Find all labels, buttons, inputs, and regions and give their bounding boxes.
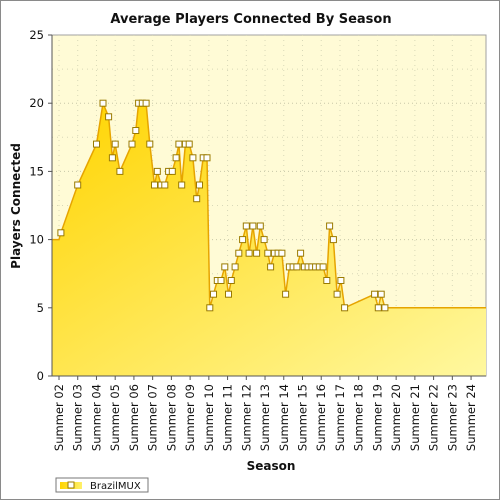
y-tick-label: 20 bbox=[29, 96, 44, 110]
data-point bbox=[374, 304, 382, 312]
y-tick-label: 25 bbox=[29, 28, 44, 42]
data-point bbox=[175, 140, 183, 148]
data-point bbox=[282, 290, 290, 298]
x-tick-label: Summer 12 bbox=[239, 384, 253, 451]
legend: BrazilMUX bbox=[55, 477, 149, 493]
data-point bbox=[93, 140, 100, 148]
data-point bbox=[116, 167, 124, 175]
y-axis-title: Players Connected bbox=[9, 143, 23, 269]
data-point bbox=[278, 249, 286, 257]
data-point bbox=[185, 140, 193, 148]
x-tick-label: Summer 22 bbox=[427, 384, 441, 451]
data-point bbox=[210, 290, 217, 298]
data-point bbox=[108, 154, 116, 162]
y-tick-label: 0 bbox=[37, 369, 44, 383]
data-point bbox=[239, 236, 247, 244]
data-point bbox=[221, 263, 229, 271]
data-point bbox=[319, 263, 327, 271]
data-point bbox=[74, 181, 82, 189]
data-point bbox=[203, 154, 211, 162]
x-tick-label: Summer 20 bbox=[389, 384, 403, 451]
x-tick-label: Summer 04 bbox=[89, 384, 103, 451]
data-point bbox=[297, 249, 305, 257]
data-point bbox=[168, 167, 176, 175]
data-point bbox=[178, 181, 186, 189]
data-point bbox=[341, 304, 349, 312]
data-point bbox=[189, 154, 197, 162]
x-tick-label: Summer 05 bbox=[108, 384, 122, 451]
data-point bbox=[260, 236, 268, 244]
y-tick-label: 5 bbox=[37, 301, 44, 315]
x-tick-label: Summer 14 bbox=[277, 384, 291, 451]
x-tick-label: Summer 21 bbox=[408, 384, 422, 451]
data-point bbox=[253, 249, 261, 257]
y-tick-label: 10 bbox=[29, 233, 44, 247]
legend-label: BrazilMUX bbox=[90, 481, 141, 492]
data-point bbox=[377, 290, 385, 298]
data-point bbox=[146, 140, 154, 148]
x-tick-label: Summer 17 bbox=[333, 384, 347, 451]
data-point bbox=[105, 113, 113, 121]
x-tick-label: Summer 11 bbox=[221, 384, 235, 451]
data-point bbox=[217, 277, 225, 284]
x-tick-label: Summer 08 bbox=[164, 384, 178, 451]
x-axis-title: Season bbox=[247, 459, 296, 473]
data-point bbox=[128, 140, 136, 148]
data-point bbox=[99, 99, 107, 107]
x-tick-label: Summer 23 bbox=[445, 384, 459, 451]
legend-marker bbox=[67, 481, 75, 489]
data-point bbox=[225, 290, 232, 298]
data-point bbox=[329, 236, 337, 244]
data-point bbox=[293, 263, 301, 271]
data-point bbox=[371, 290, 379, 298]
data-point bbox=[153, 167, 161, 175]
data-point bbox=[326, 222, 334, 230]
data-point bbox=[132, 127, 140, 134]
x-axis-ticks: Summer 02 Summer 03 Summer 04 Summer 05 Summ… bbox=[52, 376, 478, 451]
series-markers bbox=[57, 99, 389, 312]
x-tick-label: Summer 09 bbox=[183, 384, 197, 451]
x-tick-label: Summer 07 bbox=[146, 384, 160, 451]
x-tick-label: Summer 16 bbox=[314, 384, 328, 451]
data-point bbox=[231, 263, 239, 271]
data-point bbox=[161, 181, 169, 189]
data-point bbox=[264, 249, 272, 257]
data-point bbox=[242, 222, 250, 230]
data-point bbox=[249, 222, 257, 230]
x-tick-label: Summer 02 bbox=[52, 384, 66, 451]
data-point bbox=[206, 304, 214, 312]
data-point bbox=[337, 277, 345, 284]
data-point bbox=[227, 277, 235, 284]
data-point bbox=[381, 304, 389, 312]
data-point bbox=[196, 181, 203, 189]
data-point bbox=[333, 290, 341, 298]
data-point bbox=[57, 229, 65, 237]
data-point bbox=[267, 263, 275, 271]
x-tick-label: Summer 06 bbox=[127, 384, 141, 451]
data-point bbox=[193, 195, 201, 203]
chart-title: Average Players Connected By Season bbox=[110, 12, 391, 27]
data-point bbox=[323, 277, 331, 284]
data-point bbox=[172, 154, 180, 162]
x-tick-label: Summer 10 bbox=[202, 384, 216, 451]
x-tick-label: Summer 18 bbox=[352, 384, 366, 451]
y-tick-label: 15 bbox=[29, 164, 44, 178]
x-tick-label: Summer 13 bbox=[258, 384, 272, 451]
x-tick-label: Summer 19 bbox=[370, 384, 384, 451]
data-point bbox=[235, 249, 243, 257]
y-axis-ticks: 0 5 10 15 20 25 bbox=[29, 28, 52, 383]
x-tick-label: Summer 24 bbox=[464, 384, 478, 451]
data-point bbox=[142, 99, 150, 107]
data-point bbox=[151, 181, 158, 189]
data-point bbox=[111, 140, 119, 148]
data-point bbox=[256, 222, 264, 230]
x-tick-label: Summer 15 bbox=[295, 384, 309, 451]
x-tick-label: Summer 03 bbox=[71, 384, 85, 451]
data-point bbox=[245, 249, 253, 257]
